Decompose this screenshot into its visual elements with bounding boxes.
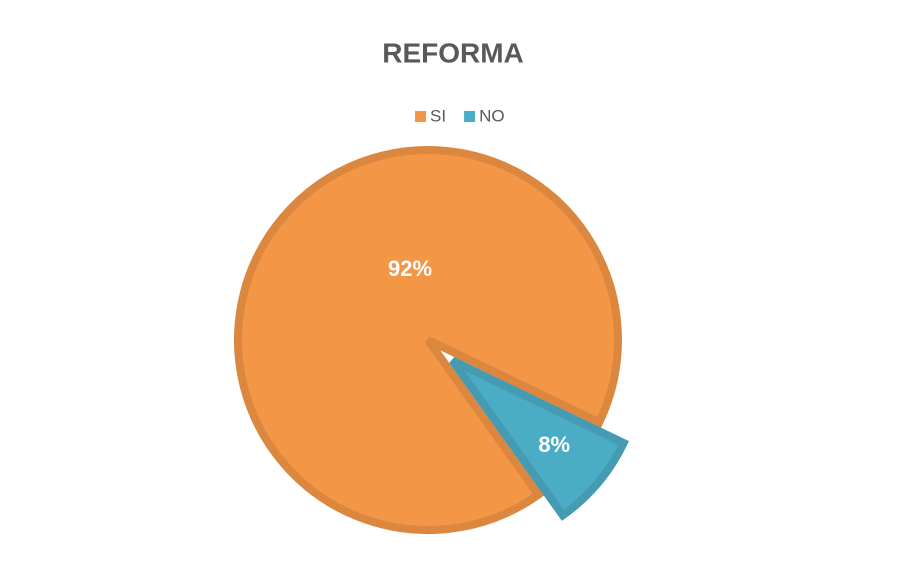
legend-label: NO: [479, 106, 505, 125]
legend-swatch: [464, 111, 476, 122]
pie-slice: [449, 357, 630, 521]
legend-swatch: [415, 111, 426, 122]
pie-slice: [234, 146, 622, 534]
legend-label: SI: [430, 106, 446, 125]
data-label: 8%: [538, 432, 570, 457]
chart-title: REFORMA: [382, 37, 524, 68]
data-label: 92%: [388, 256, 432, 281]
